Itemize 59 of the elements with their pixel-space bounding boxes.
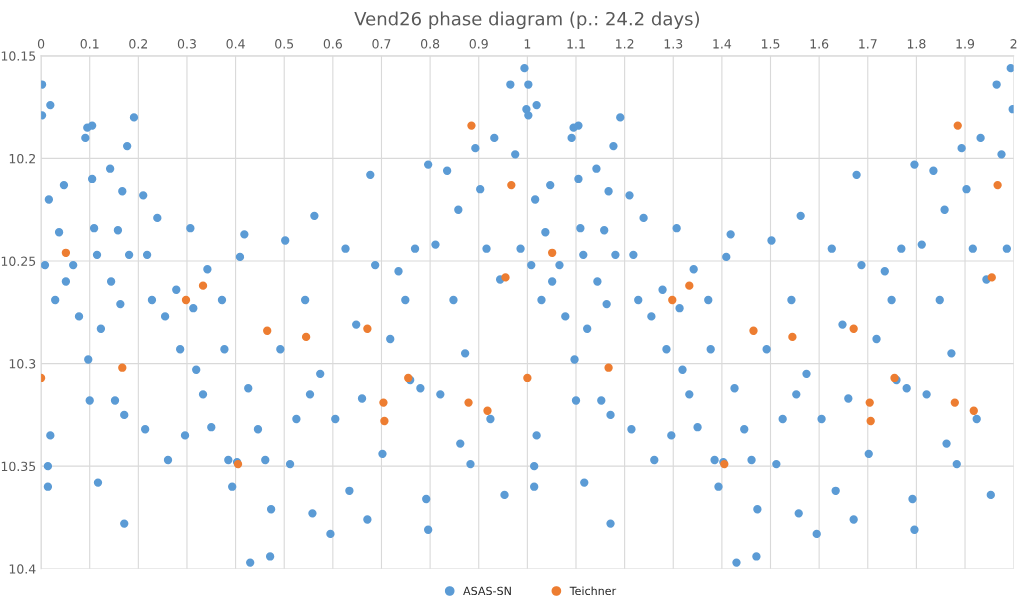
x-tick-label: 0.1: [80, 39, 99, 49]
point: [263, 326, 272, 335]
point: [849, 324, 858, 333]
point: [301, 332, 311, 342]
x-tick-label: 1.4: [713, 39, 732, 49]
point: [464, 398, 473, 407]
x-tick-label: 1.2: [616, 39, 634, 49]
point: [668, 295, 677, 305]
point: [788, 332, 797, 342]
legend-label: ASAS-SN: [463, 586, 511, 596]
point: [198, 281, 208, 290]
point: [993, 180, 1002, 190]
x-tick-label: 0.3: [177, 39, 196, 49]
point: [865, 398, 874, 407]
y-tick-label: 10.25: [1, 256, 36, 266]
point: [363, 324, 372, 333]
x-tick-label: 0.9: [469, 39, 488, 49]
point: [969, 406, 978, 415]
y-tick-label: 10.4: [9, 564, 36, 574]
point: [379, 398, 388, 407]
chart-title: Vend26 phase diagram (p.: 24.2 days): [354, 11, 700, 30]
point: [118, 363, 127, 372]
y-tick-label: 10.35: [1, 461, 36, 472]
x-tick-label: 1.5: [761, 39, 780, 49]
legend-label: Teichner: [569, 586, 617, 596]
point: [987, 273, 996, 282]
x-tick-label: 0.4: [226, 39, 245, 49]
point: [866, 416, 875, 426]
x-tick-label: 1.1: [567, 39, 585, 49]
x-tick-label: 0.6: [323, 39, 342, 49]
y-tick-label: 10.3: [9, 359, 36, 369]
point: [523, 373, 532, 383]
x-tick-label: 1.8: [907, 39, 926, 49]
point: [950, 398, 959, 407]
point: [685, 281, 694, 290]
point: [501, 273, 510, 282]
x-tick-label: 1.3: [664, 39, 683, 49]
x-tick-label: 0.5: [275, 39, 294, 49]
y-tick-label: 10.15: [1, 51, 36, 61]
point: [61, 248, 71, 257]
point: [604, 363, 613, 372]
point: [181, 295, 191, 305]
x-tick-label: 1.6: [810, 39, 829, 49]
x-tick-label: 0.8: [420, 39, 440, 49]
x-tick-label: 1: [524, 39, 531, 49]
point: [507, 180, 516, 190]
x-tick-label: 1.7: [859, 39, 877, 49]
x-tick-label: 0: [37, 39, 45, 49]
point: [467, 121, 476, 130]
point: [483, 406, 492, 415]
x-tick-label: 2: [1010, 39, 1017, 49]
x-tick-label: 0.2: [129, 39, 148, 49]
x-tick-label: 1.9: [956, 39, 975, 49]
point: [380, 416, 389, 426]
point: [548, 248, 557, 257]
y-tick-label: 10.2: [9, 153, 35, 164]
point: [953, 121, 962, 130]
x-tick-label: 0.7: [372, 39, 391, 49]
point: [749, 326, 758, 335]
